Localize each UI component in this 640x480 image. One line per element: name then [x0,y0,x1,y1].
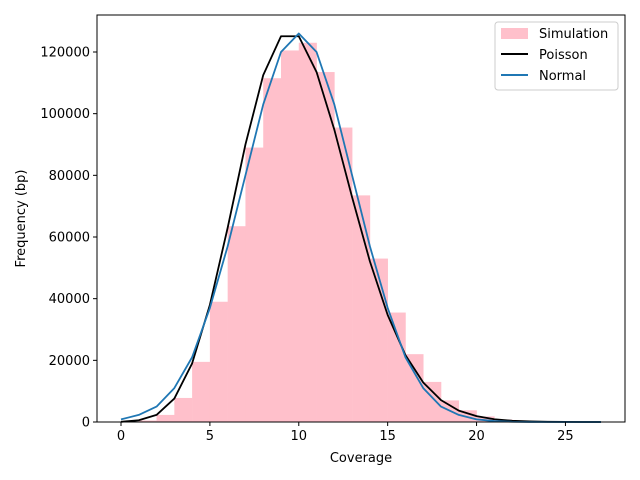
x-tick-label: 15 [379,429,396,444]
histogram-bar [298,42,317,422]
x-axis: 0 5 10 15 20 25 [117,422,574,444]
histogram-bar [405,354,424,422]
histogram-bar [316,72,335,423]
histogram-bar [263,78,282,422]
y-axis: 0 20000 40000 60000 80000 100000 120000 [40,46,97,431]
legend-label-poisson: Poisson [539,48,588,63]
legend-label-normal: Normal [539,69,586,84]
histogram-bar [387,312,406,422]
x-tick-label: 20 [468,429,485,444]
histogram-bars [121,42,602,423]
histogram-bar [245,147,264,423]
y-tick-label: 120000 [40,46,90,61]
y-tick-label: 0 [82,416,90,431]
x-axis-label: Coverage [330,451,392,466]
legend-label-simulation: Simulation [539,27,608,42]
x-tick-label: 10 [291,429,308,444]
histogram-bar [334,127,353,423]
histogram-bar [174,397,193,422]
histogram-bar [209,301,228,422]
legend-swatch-simulation [501,28,528,39]
histogram-bar [369,258,388,422]
y-tick-label: 20000 [49,354,90,369]
histogram-bar [476,416,495,422]
x-tick-label: 25 [557,429,574,444]
histogram-bar [138,420,157,422]
plot-frame [96,14,626,423]
legend: Simulation Poisson Normal [494,21,619,91]
x-tick-label: 0 [117,429,125,444]
y-tick-label: 100000 [40,107,90,122]
histogram-bar [458,410,477,422]
y-tick-label: 60000 [49,231,90,246]
histogram-bar [227,226,246,422]
histogram-bar [352,195,371,422]
y-axis-label: Frequency (bp) [14,170,29,268]
y-tick-label: 40000 [49,292,90,307]
y-tick-label: 80000 [49,169,90,184]
histogram-bar [192,361,211,422]
histogram-bar [281,50,300,422]
histogram-bar [156,414,175,422]
histogram-bar [423,381,442,422]
x-tick-label: 5 [206,429,214,444]
